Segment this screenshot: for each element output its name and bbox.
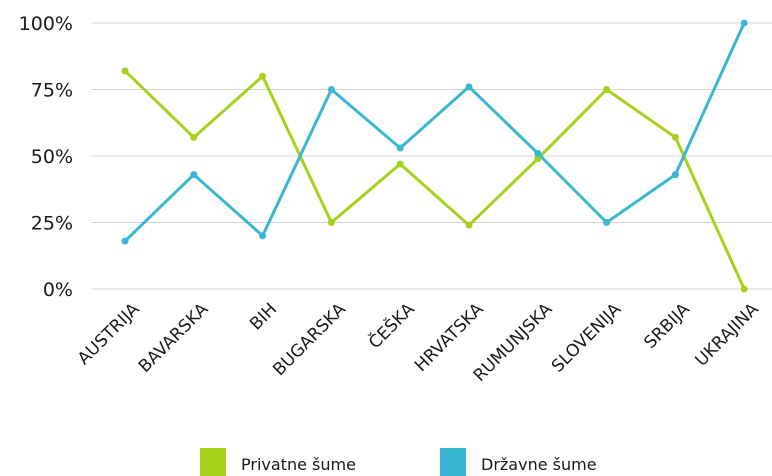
y-tick-label: 25%: [31, 213, 73, 235]
series-group: [122, 67, 748, 292]
legend-item: Državne šume: [440, 448, 597, 476]
data-point: [122, 67, 129, 74]
data-point: [190, 171, 197, 178]
legend-label: Državne šume: [481, 455, 597, 474]
y-tick-label: 75%: [31, 80, 73, 102]
series-line: [125, 23, 744, 241]
x-category-label: BIH: [246, 299, 281, 334]
data-point: [741, 20, 748, 27]
x-category-label: AUSTRIJA: [74, 299, 144, 369]
data-point: [259, 232, 266, 239]
data-point: [397, 160, 404, 167]
grid-lines: [91, 23, 772, 289]
x-category-label: UKRAJINA: [692, 299, 763, 370]
legend-item: Privatne šume: [200, 448, 356, 476]
legend-label: Privatne šume: [241, 455, 356, 474]
data-point: [672, 134, 679, 141]
legend-swatch: [200, 448, 226, 476]
x-category-label: BAVARSKA: [135, 299, 213, 377]
data-point: [466, 222, 473, 229]
data-point: [672, 171, 679, 178]
data-point: [328, 86, 335, 93]
data-point: [741, 286, 748, 293]
data-point: [190, 134, 197, 141]
x-category-label: SLOVENIJA: [548, 299, 625, 376]
y-tick-label: 0%: [43, 279, 73, 301]
x-category-label: ČEŠKA: [364, 298, 419, 353]
data-point: [328, 219, 335, 226]
series-line: [125, 71, 744, 289]
data-point: [122, 238, 129, 245]
y-axis-tick-labels: 0% 25% 50% 75% 100%: [19, 13, 73, 301]
data-point: [603, 219, 610, 226]
data-point: [603, 86, 610, 93]
y-tick-label: 50%: [31, 146, 73, 168]
series-group: [122, 20, 748, 245]
legend: Privatne šume Državne šume: [200, 448, 597, 476]
data-point: [534, 150, 541, 157]
x-category-label: SRBIJA: [640, 299, 694, 353]
legend-swatch: [440, 448, 466, 476]
data-point: [466, 83, 473, 90]
x-category-label: BUGARSKA: [269, 299, 350, 380]
data-point: [259, 73, 266, 80]
y-tick-label: 100%: [19, 13, 73, 35]
data-point: [397, 145, 404, 152]
